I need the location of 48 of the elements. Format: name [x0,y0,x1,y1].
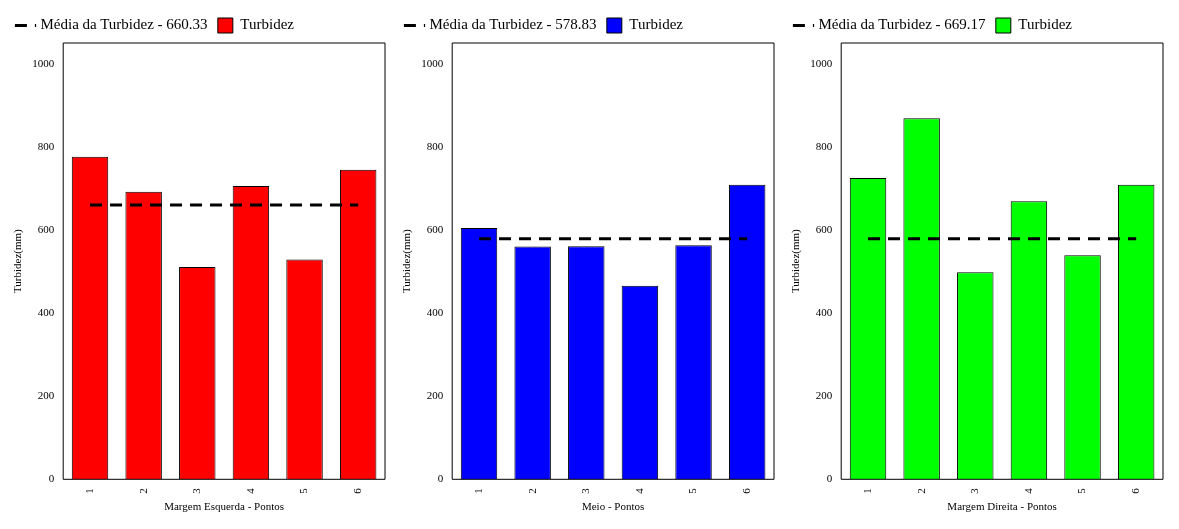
y-tick-label: 600 [815,222,833,235]
y-tick-label: 200 [815,389,833,402]
x-axis-title: Margem Direita - Pontos [947,500,1057,513]
y-tick-label: 800 [815,139,833,152]
x-tick-label: 3 [579,487,592,494]
y-axis-title: Turbidez(mm) [789,228,803,294]
y-tick-label: 400 [37,305,55,318]
x-tick-label: 4 [632,487,645,494]
y-tick-label: 600 [426,222,444,235]
x-tick-label: 5 [686,487,699,494]
y-tick-label: 400 [815,305,833,318]
y-tick-label: 200 [426,389,444,402]
x-tick-label: 3 [190,487,203,494]
x-tick-label: 4 [243,487,256,494]
y-tick-label: 0 [437,472,444,485]
x-tick-label: 2 [914,488,927,494]
legend-label: Turbidez [1018,16,1073,33]
x-axis-title: Margem Esquerda - Pontos [164,500,285,513]
y-tick-label: 400 [426,305,444,318]
y-tick-label: 0 [826,472,833,485]
y-tick-label: 600 [37,222,55,235]
x-tick-label: 3 [968,487,981,494]
y-tick-label: 800 [426,139,444,152]
x-tick-label: 6 [1129,487,1142,494]
y-tick-label: 0 [48,472,55,485]
legend-label: Média da Turbidez - 669.17 [818,16,987,33]
y-tick-label: 1000 [32,56,55,69]
x-tick-label: 1 [471,488,484,494]
y-tick-label: 200 [37,389,55,402]
y-axis-title: Turbidez(mm) [11,228,25,294]
y-tick-label: 1000 [421,56,444,69]
legend-label: Turbidez [629,16,684,33]
x-tick-label: 6 [351,487,364,494]
x-tick-label: 1 [860,488,873,494]
legend-label: Turbidez [240,16,295,33]
x-tick-label: 5 [1075,487,1088,494]
x-tick-label: 1 [82,488,95,494]
x-tick-label: 2 [525,488,538,494]
legend-label: Média da Turbidez - 660.33 [40,16,208,33]
x-axis-title: Meio - Pontos [581,500,645,513]
legend-label: Média da Turbidez - 578.83 [429,16,597,33]
y-axis-title: Turbidez(mm) [400,228,414,294]
y-tick-label: 1000 [810,56,833,69]
x-tick-label: 2 [136,488,149,494]
y-tick-label: 800 [37,139,55,152]
x-tick-label: 6 [740,487,753,494]
x-tick-label: 4 [1021,487,1034,494]
x-tick-label: 5 [297,487,310,494]
